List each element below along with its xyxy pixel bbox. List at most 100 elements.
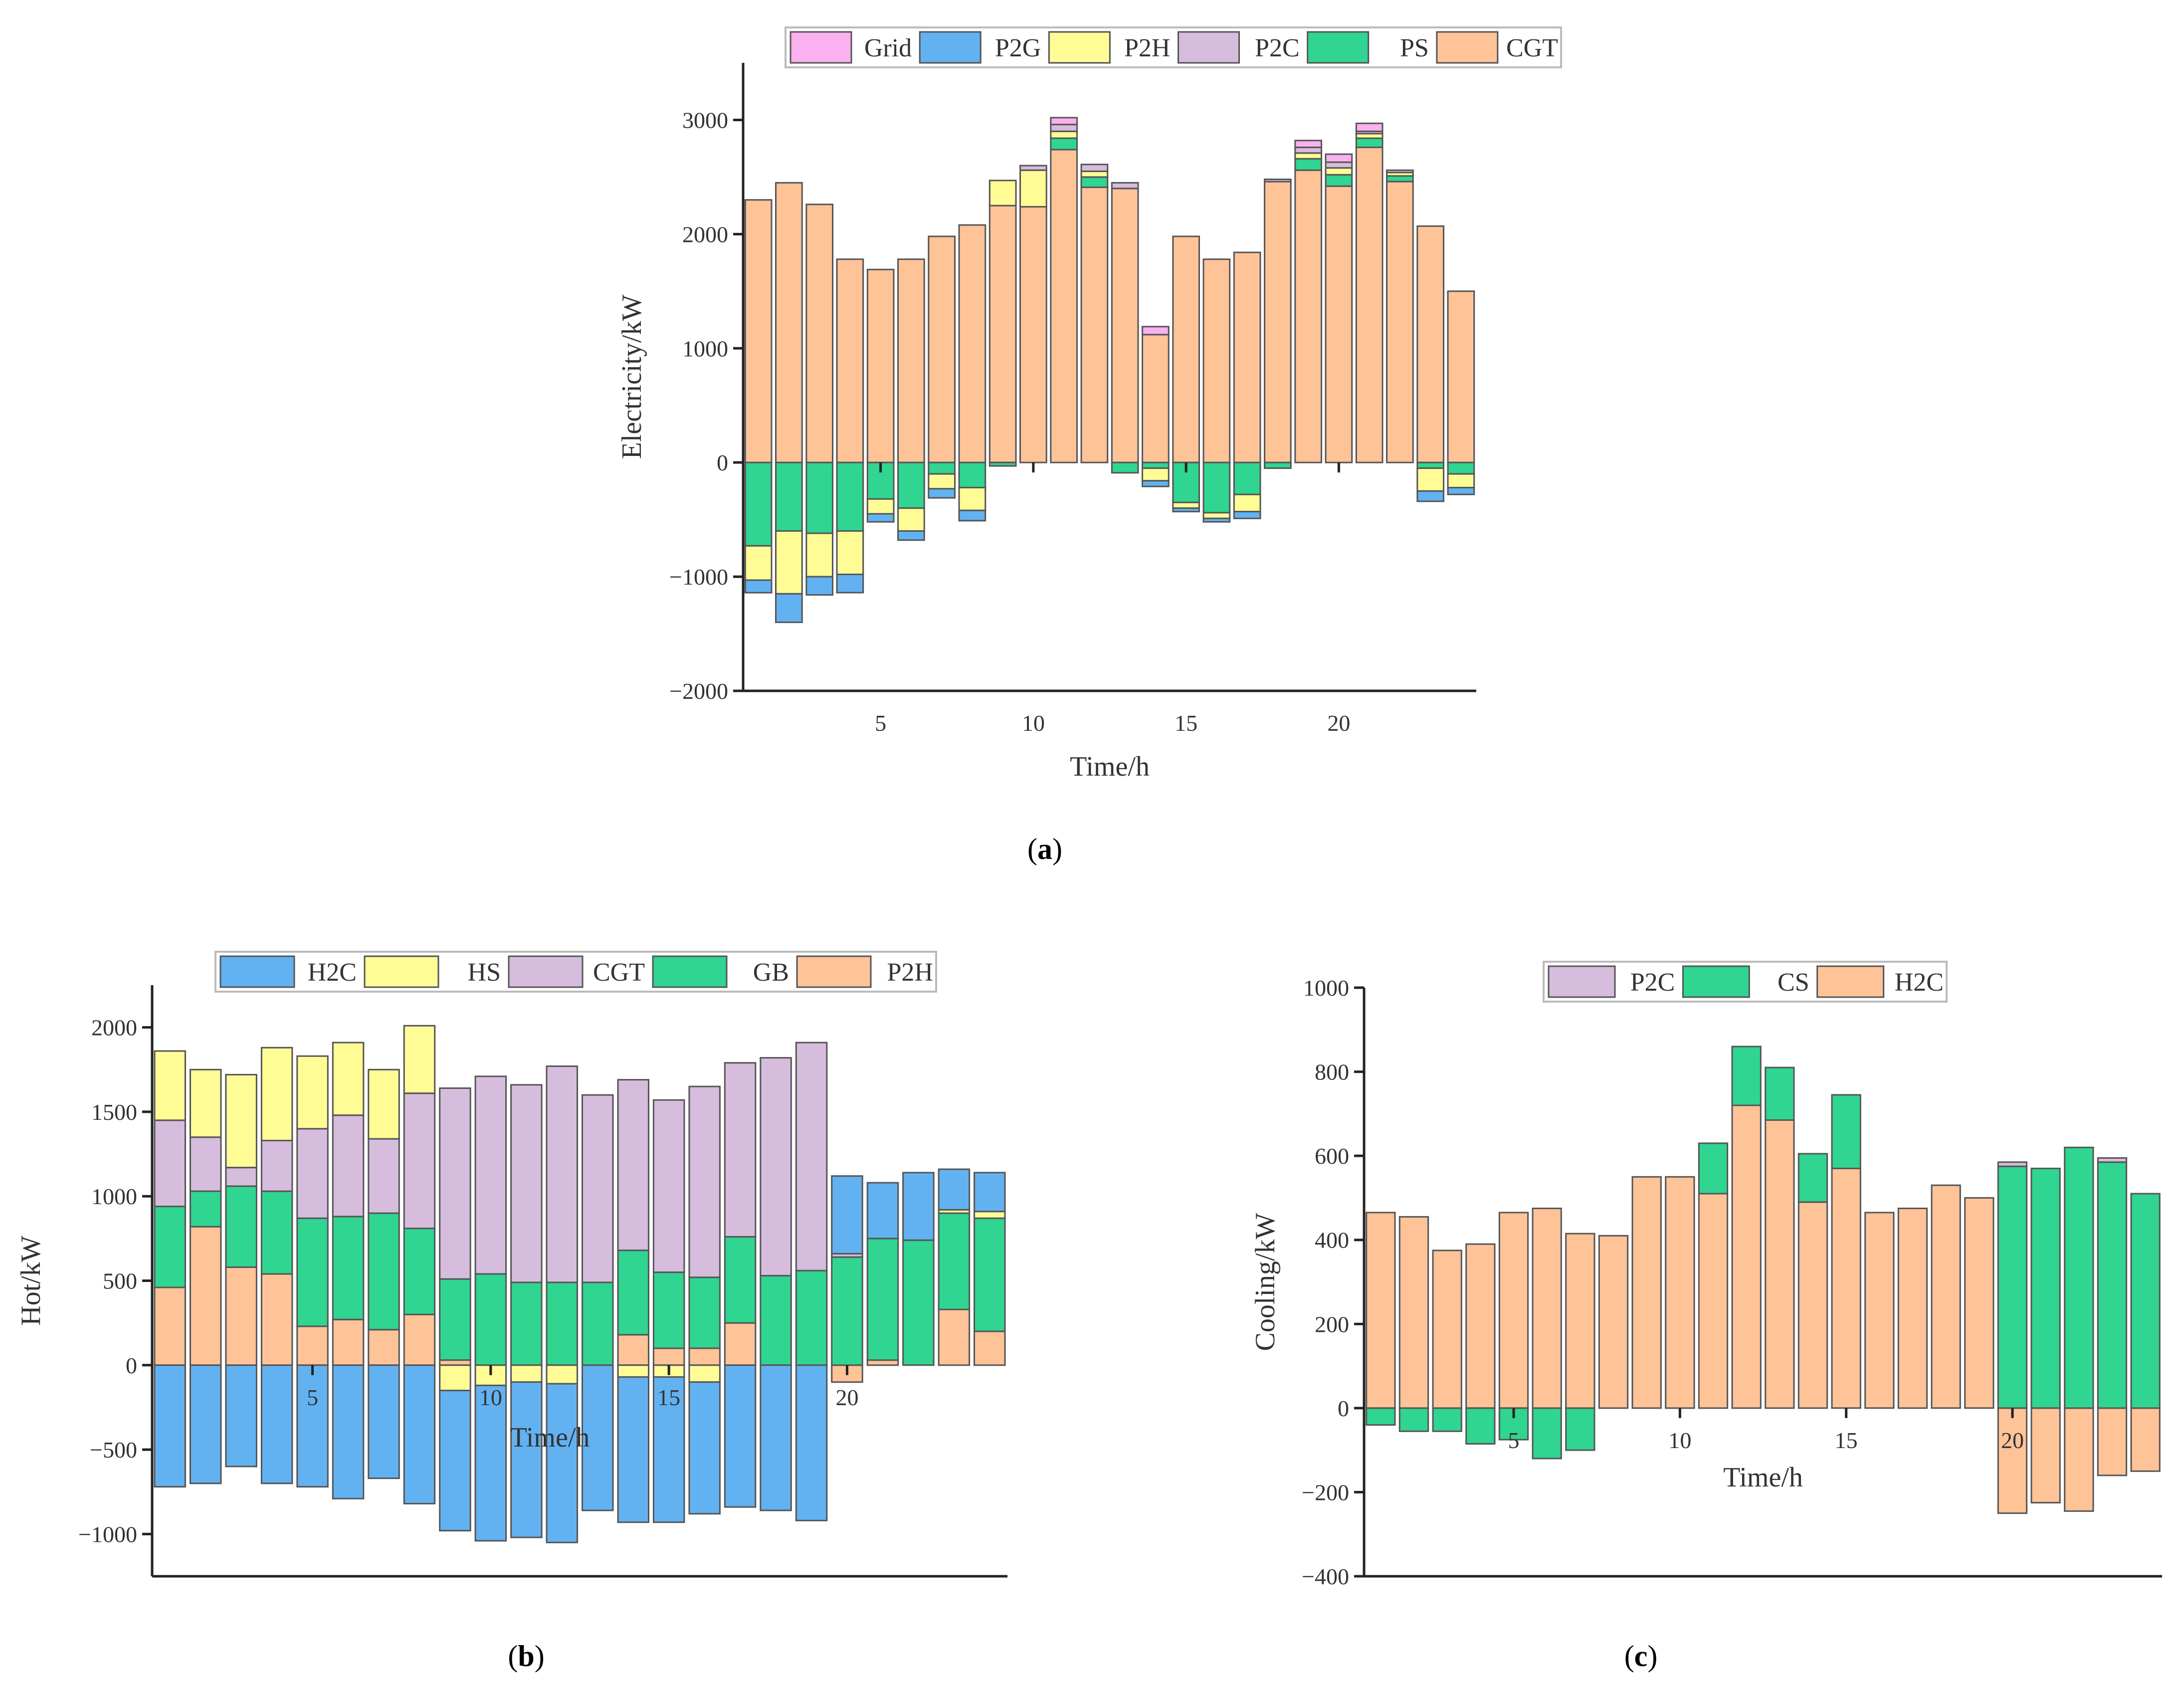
legend-swatch-a-ps (1307, 31, 1370, 64)
legend-label-c-p2c: P2C (1630, 968, 1675, 997)
bar-b-gb-h11 (510, 1281, 543, 1366)
bar-a-p2h-h14 (1142, 467, 1170, 482)
bar-c-cs-h21 (2030, 1167, 2061, 1409)
bar-a-ps-h13 (1111, 461, 1139, 474)
bar-a-cgt-h19 (1294, 169, 1323, 463)
y-tick-label-a: 3000 (682, 107, 728, 133)
legend-label-a-p2h: P2H (1124, 34, 1170, 62)
bar-a-p2h-h24 (1447, 473, 1475, 489)
bar-c-cs-h23 (2097, 1161, 2128, 1409)
bar-b-h2c-h22 (902, 1172, 935, 1241)
bar-a-cgt-h6 (897, 258, 925, 463)
legend-label-b-h2c: H2C (308, 958, 357, 987)
bar-c-h2c-h22 (2064, 1407, 2094, 1512)
bar-c-h2c-h6 (1532, 1208, 1562, 1409)
x-tick-label-a: 5 (875, 710, 886, 736)
y-tick-label-b: 0 (126, 1353, 137, 1378)
bar-b-gb-h18 (760, 1274, 792, 1366)
bar-c-cs-h12 (1731, 1046, 1762, 1106)
bar-a-ps-h1 (744, 461, 773, 547)
bar-a-p2g-h2 (775, 593, 803, 624)
legend-c: P2C CS H2C (1543, 961, 1948, 1003)
bar-c-h2c-h15 (1831, 1167, 1861, 1409)
y-tick-label-a: 1000 (682, 336, 728, 361)
bar-b-gb-h13 (582, 1281, 614, 1366)
bar-b-p2h-h15 (652, 1347, 685, 1366)
bar-c-h2c-h19 (1964, 1197, 1994, 1409)
bar-a-ps-h19 (1294, 158, 1323, 171)
caption-a: (a) (1027, 833, 1062, 865)
bar-b-hs-h16 (688, 1364, 721, 1383)
bar-b-cgt-h2 (190, 1136, 222, 1192)
bar-a-p2g-h14 (1142, 480, 1170, 487)
bar-a-cgt-h11 (1050, 149, 1078, 463)
bar-b-cgt-h15 (652, 1099, 685, 1273)
bar-c-h2c-h18 (1931, 1184, 1961, 1409)
legend-swatch-a-p2g (919, 31, 982, 64)
bar-c-h2c-h5 (1498, 1212, 1529, 1409)
bar-c-h2c-h20 (1997, 1407, 2028, 1514)
bar-b-p2h-h2 (190, 1226, 222, 1366)
bar-c-h2c-h9 (1631, 1176, 1662, 1409)
bar-b-h2c-h17 (724, 1364, 757, 1508)
bar-b-cgt-h1 (154, 1119, 186, 1208)
bar-b-p2h-h16 (688, 1347, 721, 1366)
bar-b-hs-h3 (225, 1073, 257, 1169)
bar-b-gb-h22 (902, 1239, 935, 1366)
y-tick-label-b: −500 (90, 1437, 137, 1463)
bar-b-h2c-h1 (154, 1364, 186, 1488)
bar-c-h2c-h21 (2030, 1407, 2061, 1503)
legend-swatch-b-cgt (508, 955, 584, 988)
bar-c-cs-h6 (1532, 1407, 1562, 1460)
y-tick-label-c: 0 (1338, 1396, 1349, 1421)
bar-c-h2c-h8 (1598, 1235, 1629, 1409)
legend-label-a-p2g: P2G (995, 34, 1041, 62)
y-tick-label-b: −1000 (78, 1521, 137, 1547)
bars-a (744, 117, 1475, 624)
legend-swatch-b-p2h (796, 955, 872, 988)
bar-c-p2c-h23 (2097, 1157, 2128, 1163)
bar-b-h2c-h10 (474, 1384, 507, 1542)
bar-b-gb-h19 (795, 1269, 828, 1366)
bar-b-h2c-h15 (652, 1376, 685, 1523)
bar-c-cs-h11 (1698, 1142, 1729, 1195)
bar-b-hs-h9 (439, 1364, 471, 1392)
bar-c-h2c-h4 (1465, 1243, 1496, 1409)
bar-a-ps-h21 (1355, 137, 1384, 148)
bar-a-p2h-h6 (897, 507, 925, 532)
bar-a-ps-h2 (775, 461, 803, 532)
legend-label-a-grid: Grid (864, 34, 912, 62)
legend-label-b-cgt: CGT (593, 958, 645, 987)
bar-b-hs-h7 (368, 1068, 400, 1140)
bar-a-p2g-h1 (744, 579, 773, 594)
bar-b-cgt-h12 (546, 1065, 578, 1283)
bar-a-ps-h4 (836, 461, 864, 532)
bar-b-h2c-h11 (510, 1381, 543, 1538)
bar-b-h2c-h20 (831, 1175, 863, 1255)
bar-a-cgt-h22 (1386, 181, 1414, 463)
y-tick-label-b: 1500 (91, 1099, 137, 1125)
x-tick-label-b: 20 (835, 1385, 858, 1410)
bar-a-p2h-h17 (1233, 493, 1261, 513)
bar-c-h2c-h3 (1432, 1250, 1462, 1409)
bar-b-gb-h5 (296, 1217, 329, 1327)
bar-b-gb-h1 (154, 1206, 186, 1288)
caption-c: (c) (1624, 1640, 1658, 1673)
bar-c-cs-h2 (1398, 1407, 1429, 1432)
y-tick-label-b: 1000 (91, 1184, 137, 1209)
bar-a-p2h-h2 (775, 530, 803, 595)
bar-a-p2g-h5 (866, 513, 895, 523)
bar-a-grid-h14 (1142, 326, 1170, 336)
bar-b-cgt-h9 (439, 1087, 471, 1280)
chart-panel-b: −1000 −500 0 500 1000 1500 2000 5 10 15 20 Time/h Ho… (15, 951, 1007, 1578)
bar-b-gb-h14 (617, 1250, 649, 1336)
bar-a-grid-h21 (1355, 122, 1384, 132)
bar-b-gb-h16 (688, 1276, 721, 1349)
bar-b-h2c-h5 (296, 1364, 329, 1488)
bar-b-cgt-h10 (474, 1075, 507, 1275)
bar-c-cs-h13 (1765, 1066, 1795, 1121)
bar-b-gb-h15 (652, 1271, 685, 1349)
bar-c-cs-h15 (1831, 1094, 1861, 1169)
bar-b-hs-h1 (154, 1050, 186, 1121)
bar-a-p2h-h12 (1080, 171, 1109, 178)
